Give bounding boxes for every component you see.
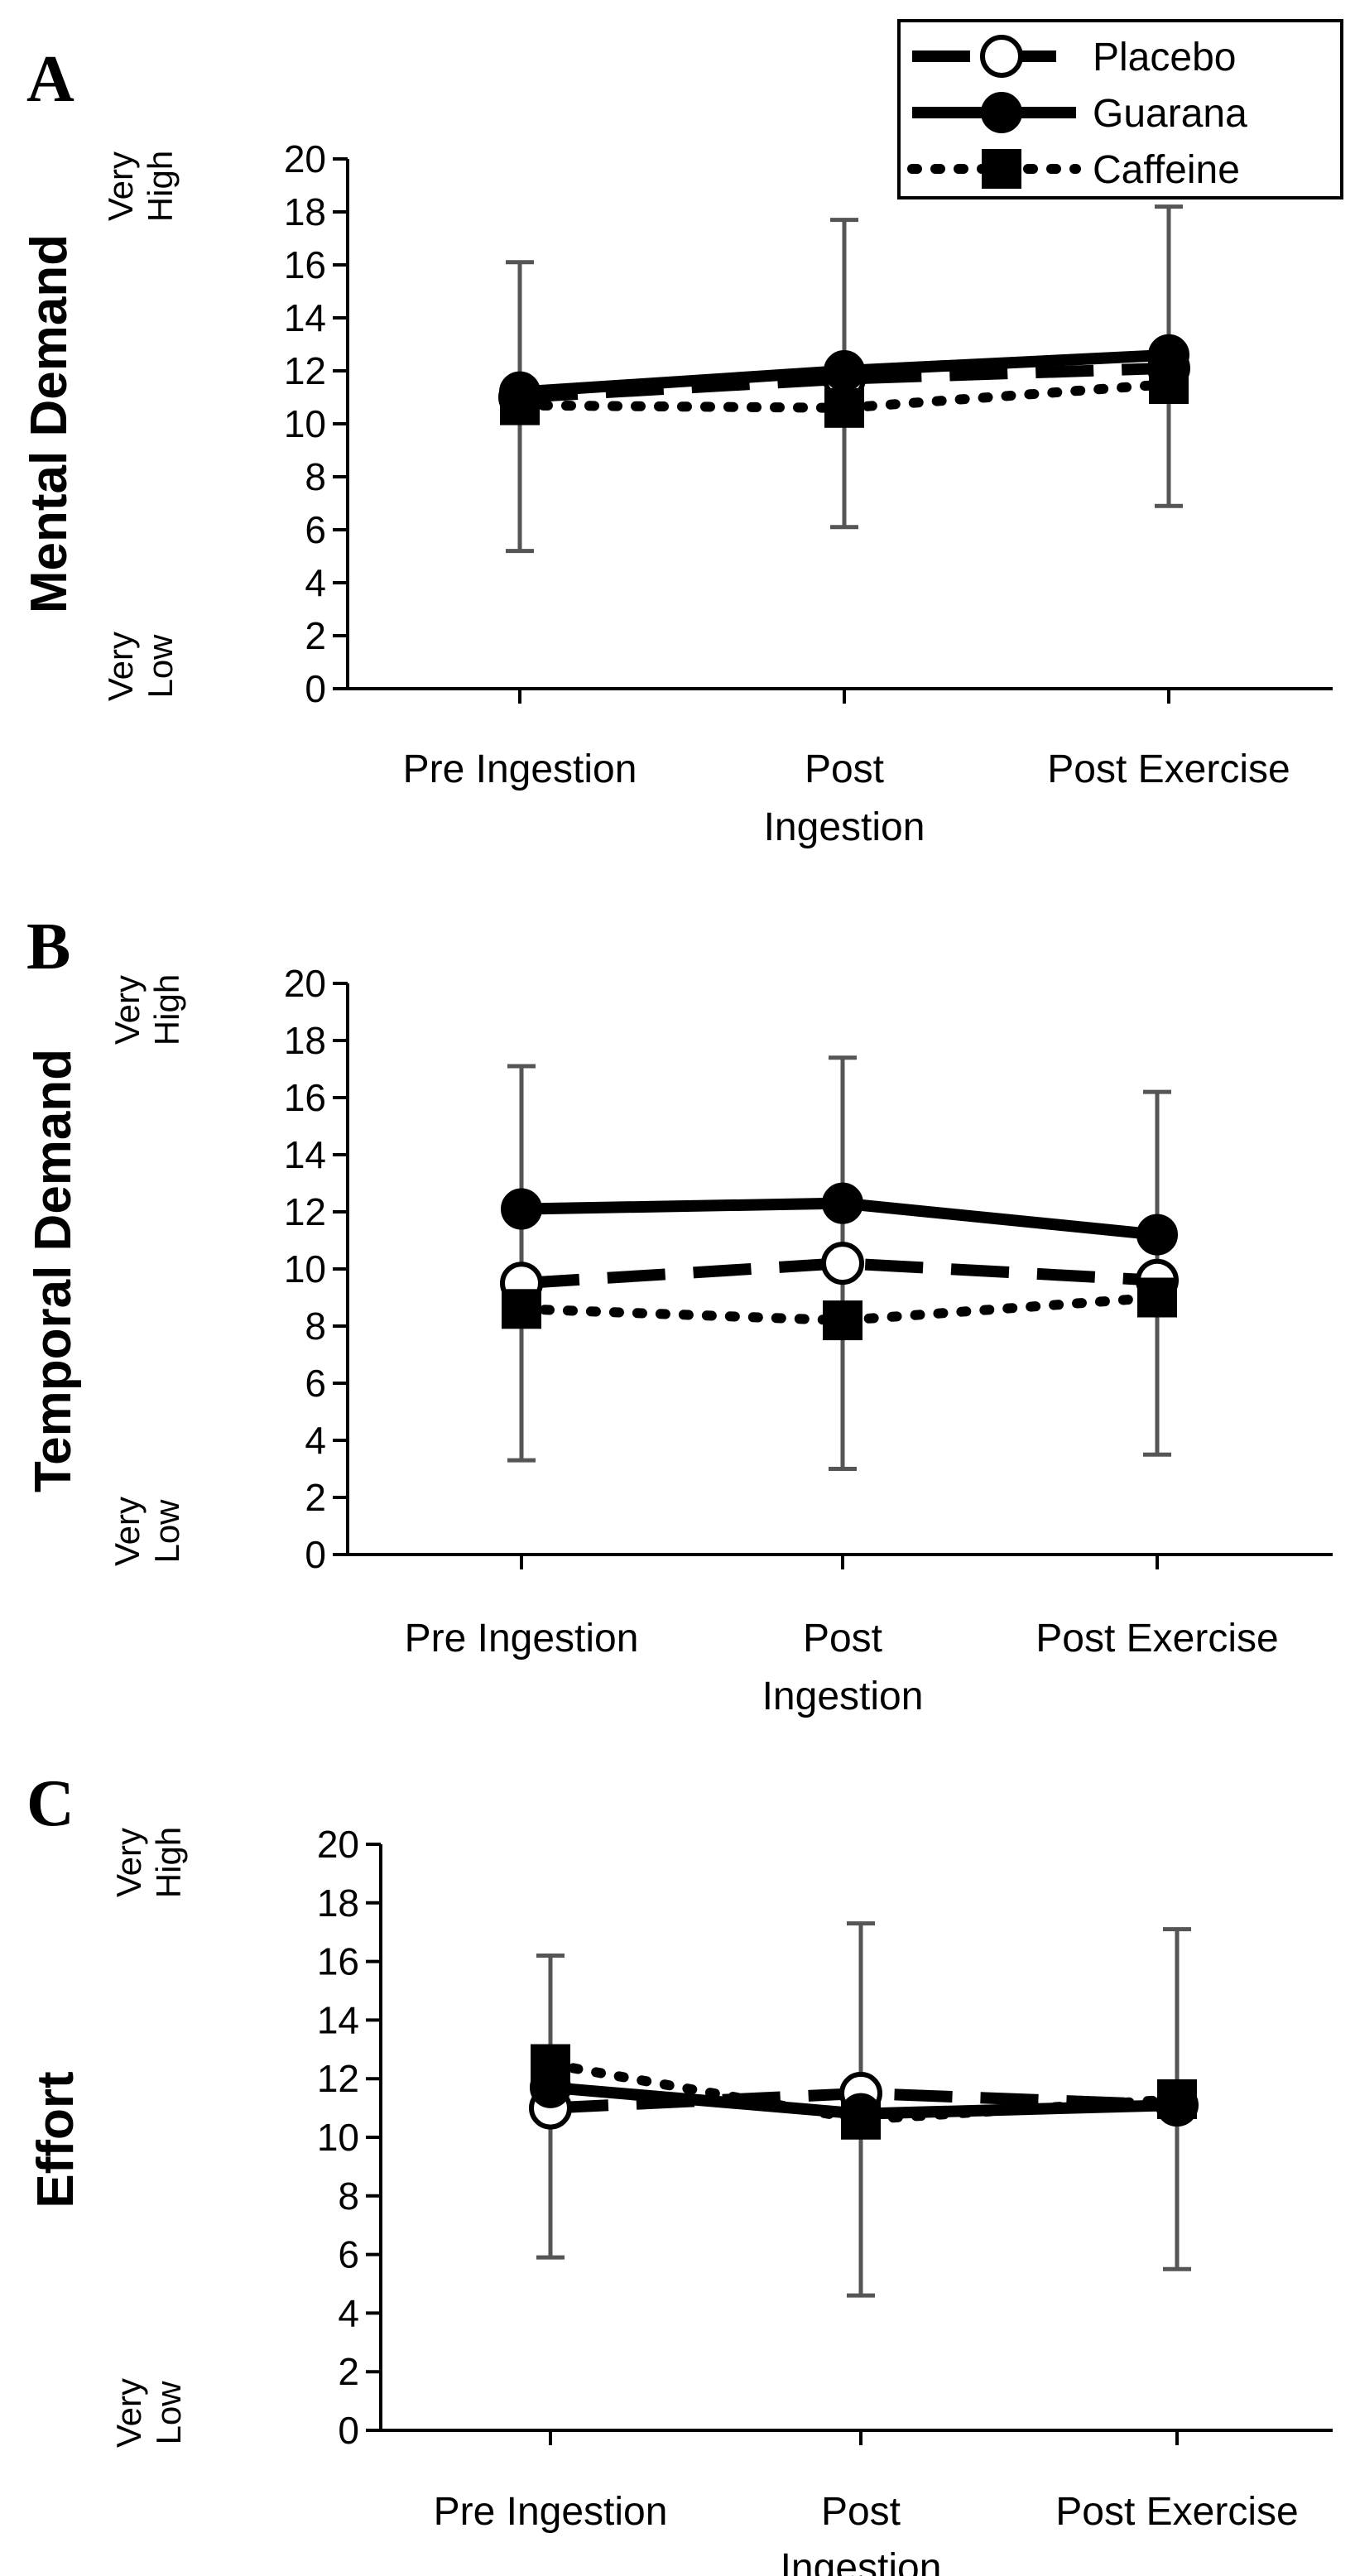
data-point-caffeine	[531, 2044, 570, 2084]
y-tick-label: 18	[284, 190, 326, 233]
y-tick-label: 0	[305, 1533, 326, 1576]
anchor-high-text: High	[147, 974, 186, 1045]
x-tick-label: Post Exercise	[1047, 747, 1290, 791]
legend-label-placebo: Placebo	[1093, 36, 1236, 79]
y-tick-label: 0	[338, 2409, 359, 2452]
y-anchor-high: Very High	[101, 151, 180, 222]
x-tick-label: Post Exercise	[1035, 1617, 1278, 1660]
y-tick-label: 10	[284, 402, 326, 445]
data-point-guarana	[501, 1188, 542, 1230]
y-tick-label: 4	[305, 561, 326, 604]
x-tick-label: Ingestion	[764, 805, 925, 849]
anchor-high-text: High	[149, 1827, 188, 1898]
legend-marker-placebo	[980, 35, 1023, 78]
legend-marker-guarana	[981, 92, 1022, 133]
y-tick-label: 16	[317, 1940, 359, 1983]
y-tick-label: 12	[284, 349, 326, 392]
anchor-low-text: Very	[108, 1497, 147, 1566]
x-tick-label: Pre Ingestion	[403, 747, 637, 791]
y-tick-label: 20	[284, 962, 326, 1005]
data-point-caffeine	[1137, 1277, 1177, 1318]
y-tick-label: 10	[317, 2116, 359, 2159]
y-tick-label: 12	[284, 1190, 326, 1233]
legend-label-guarana: Guarana	[1093, 92, 1247, 136]
y-tick-label: 2	[305, 1476, 326, 1519]
legend-marker-caffeine	[982, 149, 1021, 189]
y-tick-label: 14	[284, 296, 326, 339]
data-point-guarana	[1136, 1214, 1178, 1256]
data-point-caffeine	[841, 2099, 881, 2140]
y-anchor-low: Very Low	[101, 632, 180, 701]
series-line-placebo	[521, 1257, 1158, 1290]
y-tick-label: 16	[284, 1076, 326, 1119]
y-tick-label: 6	[305, 508, 326, 551]
y-tick-label: 20	[284, 137, 326, 180]
anchor-low-text: Very	[109, 2378, 148, 2448]
data-point-caffeine	[500, 385, 540, 425]
y-axis-label: Effort	[27, 2071, 84, 2208]
y-tick-label: 4	[338, 2291, 359, 2334]
anchor-low-text: Very	[101, 632, 140, 701]
anchor-high-text: Very	[101, 151, 140, 221]
data-point-placebo	[821, 1242, 864, 1286]
y-tick-label: 18	[284, 1019, 326, 1062]
x-tick-label: Post Exercise	[1055, 2490, 1298, 2534]
x-tick-label: Pre Ingestion	[405, 1617, 639, 1660]
y-tick-label: 16	[284, 243, 326, 286]
panel-letter: B	[26, 911, 70, 983]
y-tick-label: 6	[305, 1362, 326, 1405]
y-anchor-high: Very High	[109, 1827, 188, 1898]
y-axis-label: Temporal Demand	[25, 1049, 82, 1492]
y-tick-label: 2	[338, 2350, 359, 2393]
data-point-guarana	[824, 350, 865, 392]
y-tick-label: 14	[317, 1998, 359, 2041]
y-tick-label: 10	[284, 1247, 326, 1290]
anchor-high-text: Very	[109, 1828, 148, 1897]
y-tick-label: 2	[305, 614, 326, 657]
legend-label-caffeine: Caffeine	[1093, 148, 1240, 192]
data-point-guarana	[822, 1182, 863, 1224]
series-line-placebo	[519, 362, 1170, 403]
x-tick-label: Post	[803, 1617, 882, 1660]
data-point-caffeine	[823, 1300, 862, 1341]
x-tick-label: Ingestion	[781, 2546, 942, 2576]
anchor-low-text: Low	[141, 634, 180, 699]
panel-letter: A	[26, 43, 74, 116]
data-point-caffeine	[1149, 364, 1189, 404]
y-tick-label: 8	[338, 2175, 359, 2218]
y-tick-label: 12	[317, 2057, 359, 2100]
panel-letter: C	[26, 1767, 74, 1840]
y-tick-label: 18	[317, 1882, 359, 1925]
x-tick-label: Post	[805, 747, 884, 791]
y-tick-label: 8	[305, 455, 326, 498]
x-tick-label: Ingestion	[762, 1675, 924, 1718]
anchor-high-text: High	[141, 151, 180, 222]
anchor-high-text: Very	[108, 975, 147, 1045]
legend: Placebo Guarana Caffeine	[897, 19, 1343, 199]
y-tick-label: 0	[305, 667, 326, 710]
y-tick-label: 8	[305, 1305, 326, 1348]
data-point-caffeine	[824, 387, 864, 428]
x-tick-label: Post	[821, 2490, 901, 2534]
y-tick-label: 4	[305, 1419, 326, 1462]
anchor-low-text: Low	[149, 2381, 188, 2445]
data-point-caffeine	[502, 1289, 541, 1329]
y-axis-label: Mental Demand	[21, 234, 78, 613]
y-tick-label: 6	[338, 2233, 359, 2276]
y-tick-label: 14	[284, 1133, 326, 1176]
y-anchor-low: Very Low	[108, 1497, 186, 1566]
y-tick-label: 20	[317, 1823, 359, 1866]
x-tick-label: Pre Ingestion	[434, 2490, 668, 2534]
y-anchor-high: Very High	[108, 974, 186, 1045]
y-anchor-low: Very Low	[109, 2378, 188, 2448]
data-point-caffeine	[1157, 2079, 1197, 2119]
anchor-low-text: Low	[147, 1499, 186, 1564]
